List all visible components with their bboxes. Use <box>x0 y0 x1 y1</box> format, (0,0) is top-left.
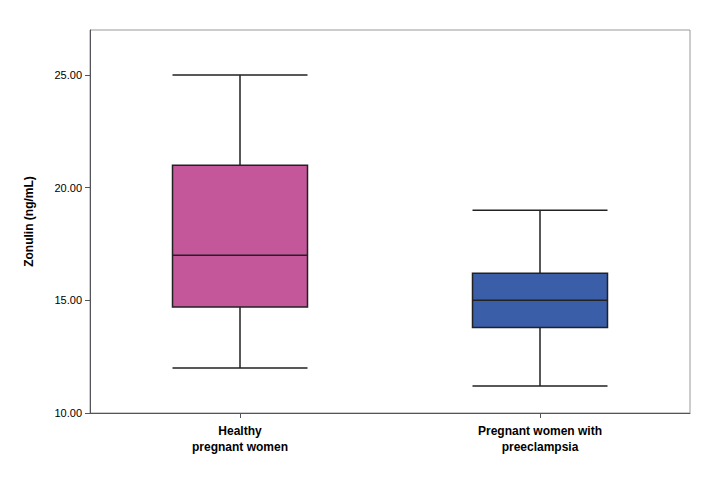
svg-text:Zonulin (ng/mL): Zonulin (ng/mL) <box>22 176 36 267</box>
svg-text:10.00: 10.00 <box>54 407 82 419</box>
svg-text:preeclampsia: preeclampsia <box>502 440 579 454</box>
svg-text:25.00: 25.00 <box>54 69 82 81</box>
svg-text:20.00: 20.00 <box>54 182 82 194</box>
svg-text:pregnant women: pregnant women <box>192 440 288 454</box>
svg-text:Pregnant women with: Pregnant women with <box>478 424 602 438</box>
svg-text:15.00: 15.00 <box>54 294 82 306</box>
svg-text:Healthy: Healthy <box>218 424 262 438</box>
